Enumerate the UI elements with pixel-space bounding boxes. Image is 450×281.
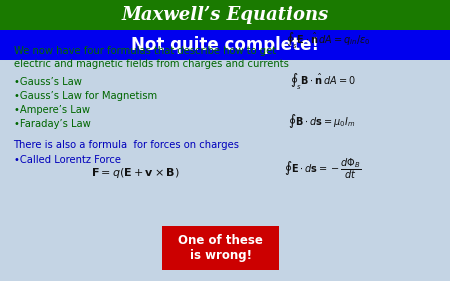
Text: Not quite complete!: Not quite complete! — [131, 36, 319, 54]
Text: We now have four formulas that describe how to get
electric and magnetic fields : We now have four formulas that describe … — [14, 46, 288, 69]
Text: •Called Lorentz Force: •Called Lorentz Force — [14, 155, 121, 165]
Text: •Gauss’s Law for Magnetism: •Gauss’s Law for Magnetism — [14, 91, 157, 101]
Text: $\mathbf{F} = q(\mathbf{E} + \mathbf{v} \times \mathbf{B})$: $\mathbf{F} = q(\mathbf{E} + \mathbf{v} … — [90, 166, 180, 180]
Bar — [162, 226, 279, 270]
Text: Maxwell’s Equations: Maxwell’s Equations — [122, 6, 328, 24]
Text: One of these
is wrong!: One of these is wrong! — [178, 234, 263, 262]
Text: $\oint_s \mathbf{B} \cdot \hat{\mathbf{n}}\, dA = 0$: $\oint_s \mathbf{B} \cdot \hat{\mathbf{n… — [290, 71, 356, 92]
Text: $\oint \mathbf{B} \cdot d\mathbf{s} = \mu_0 I_m$: $\oint \mathbf{B} \cdot d\mathbf{s} = \m… — [288, 112, 356, 130]
Text: $\oint \mathbf{E} \cdot d\mathbf{s} = -\dfrac{d\Phi_B}{dt}$: $\oint \mathbf{E} \cdot d\mathbf{s} = -\… — [284, 156, 361, 181]
Text: •Gauss’s Law: •Gauss’s Law — [14, 77, 81, 87]
Bar — [0, 0, 450, 30]
Text: •Ampere’s Law: •Ampere’s Law — [14, 105, 90, 115]
Text: •Faraday’s Law: •Faraday’s Law — [14, 119, 90, 130]
Bar — [0, 30, 450, 60]
Text: There is also a formula  for forces on charges: There is also a formula for forces on ch… — [14, 140, 239, 151]
Text: $\oint_s \mathbf{E} \cdot \hat{\mathbf{n}}\, dA = q_{in}/\varepsilon_0$: $\oint_s \mathbf{E} \cdot \hat{\mathbf{n… — [286, 31, 370, 51]
